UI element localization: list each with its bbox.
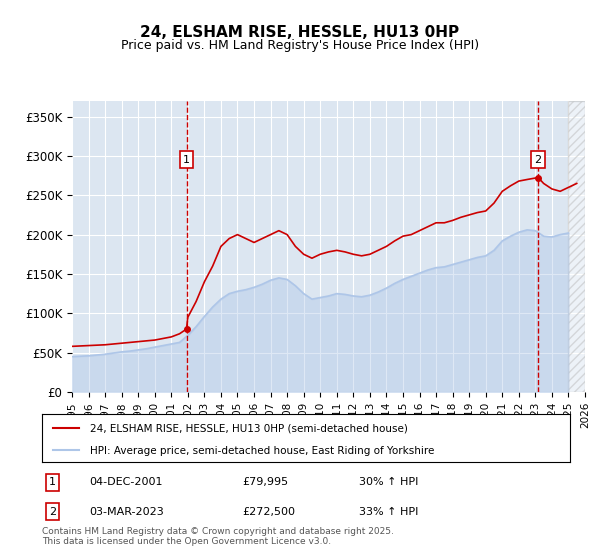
Text: £79,995: £79,995 — [242, 477, 289, 487]
Text: 04-DEC-2001: 04-DEC-2001 — [89, 477, 163, 487]
Text: 24, ELSHAM RISE, HESSLE, HU13 0HP (semi-detached house): 24, ELSHAM RISE, HESSLE, HU13 0HP (semi-… — [89, 424, 407, 433]
Text: 24, ELSHAM RISE, HESSLE, HU13 0HP: 24, ELSHAM RISE, HESSLE, HU13 0HP — [140, 25, 460, 40]
Text: Contains HM Land Registry data © Crown copyright and database right 2025.
This d: Contains HM Land Registry data © Crown c… — [42, 526, 394, 546]
Text: 2: 2 — [49, 507, 56, 517]
Text: 33% ↑ HPI: 33% ↑ HPI — [359, 507, 418, 517]
Text: 30% ↑ HPI: 30% ↑ HPI — [359, 477, 418, 487]
Bar — [568, 101, 585, 392]
Text: HPI: Average price, semi-detached house, East Riding of Yorkshire: HPI: Average price, semi-detached house,… — [89, 446, 434, 456]
Text: £272,500: £272,500 — [242, 507, 296, 517]
Text: 03-MAR-2023: 03-MAR-2023 — [89, 507, 164, 517]
Text: 1: 1 — [183, 155, 190, 165]
Text: 1: 1 — [49, 477, 56, 487]
Text: 2: 2 — [535, 155, 542, 165]
Text: Price paid vs. HM Land Registry's House Price Index (HPI): Price paid vs. HM Land Registry's House … — [121, 39, 479, 52]
